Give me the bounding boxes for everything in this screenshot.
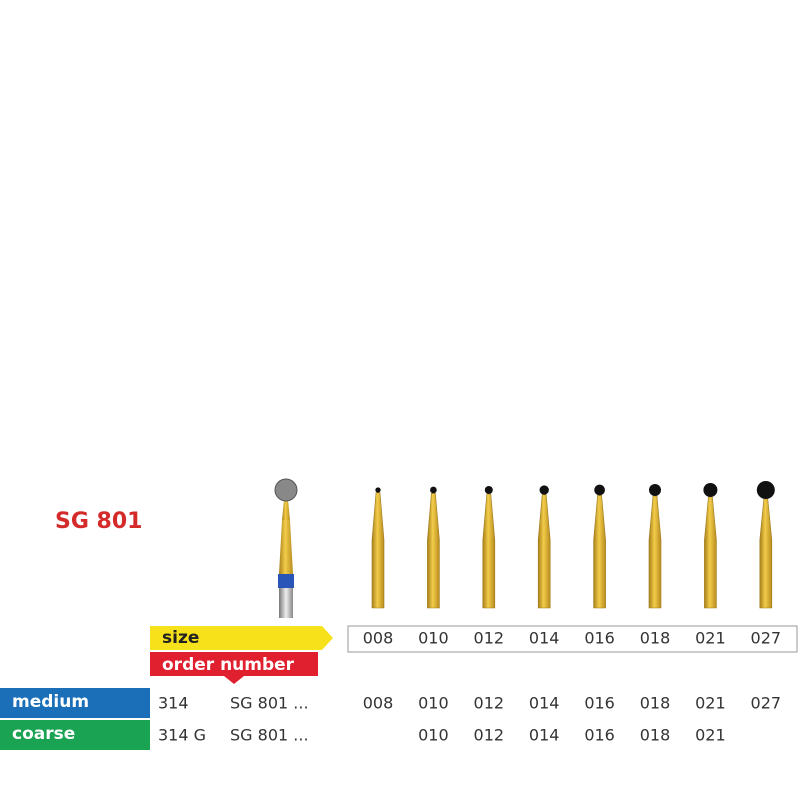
bur-head bbox=[484, 486, 493, 494]
size-value: 018 bbox=[640, 629, 671, 648]
size-banner bbox=[150, 626, 333, 650]
order-size: 018 bbox=[640, 726, 671, 745]
order-size: 012 bbox=[474, 694, 505, 713]
grit-label: medium bbox=[12, 692, 89, 712]
order-size: 012 bbox=[474, 726, 505, 745]
size-box bbox=[347, 625, 798, 653]
bur-head bbox=[539, 485, 549, 495]
size-value: 010 bbox=[418, 629, 449, 648]
bur-head bbox=[703, 483, 718, 497]
order-size: 016 bbox=[584, 694, 615, 713]
bur-shank bbox=[759, 498, 773, 609]
order-size: 014 bbox=[529, 726, 560, 745]
product-title: SG 801 bbox=[55, 509, 142, 534]
order-size: 008 bbox=[363, 694, 394, 713]
order-size: 021 bbox=[695, 694, 726, 713]
bur-shank bbox=[648, 495, 662, 609]
bur-head bbox=[430, 486, 437, 494]
size-value: 016 bbox=[584, 629, 615, 648]
grit-label: coarse bbox=[12, 724, 75, 744]
size-value: 008 bbox=[363, 629, 394, 648]
bur-head bbox=[594, 484, 605, 496]
order-size: 010 bbox=[418, 726, 449, 745]
bur-illustration bbox=[274, 478, 298, 618]
order-size: 021 bbox=[695, 726, 726, 745]
dynamic: 008 010 012 014 016 018 021 027 medium 314 SG 801 … bbox=[0, 481, 781, 750]
order-size: 014 bbox=[529, 694, 560, 713]
order-label: order number bbox=[162, 655, 295, 675]
size-value: 012 bbox=[474, 629, 505, 648]
order-size: 018 bbox=[640, 694, 671, 713]
bur-shank bbox=[704, 496, 717, 609]
bur-shank bbox=[427, 493, 440, 609]
size-label: size bbox=[162, 628, 199, 648]
order-banner bbox=[150, 652, 318, 684]
code: 314 bbox=[158, 694, 189, 713]
order-prefix: SG 801 ... bbox=[230, 694, 309, 713]
code: 314 G bbox=[158, 726, 206, 745]
order-size: 016 bbox=[584, 726, 615, 745]
size-value: 021 bbox=[695, 629, 726, 648]
order-prefix: SG 801 ... bbox=[230, 726, 309, 745]
order-size: 027 bbox=[751, 694, 782, 713]
bur-head bbox=[649, 484, 661, 496]
bur-shank bbox=[371, 492, 385, 609]
order-size: 010 bbox=[418, 694, 449, 713]
grit-bar bbox=[0, 688, 150, 718]
grit-bar bbox=[0, 720, 150, 750]
bur-shank bbox=[593, 495, 606, 609]
bur-head bbox=[375, 487, 381, 493]
bur-shank bbox=[537, 494, 551, 609]
bur-shank bbox=[482, 493, 496, 609]
size-value: 027 bbox=[751, 629, 782, 648]
size-value: 014 bbox=[529, 629, 560, 648]
bur-head bbox=[756, 481, 775, 499]
